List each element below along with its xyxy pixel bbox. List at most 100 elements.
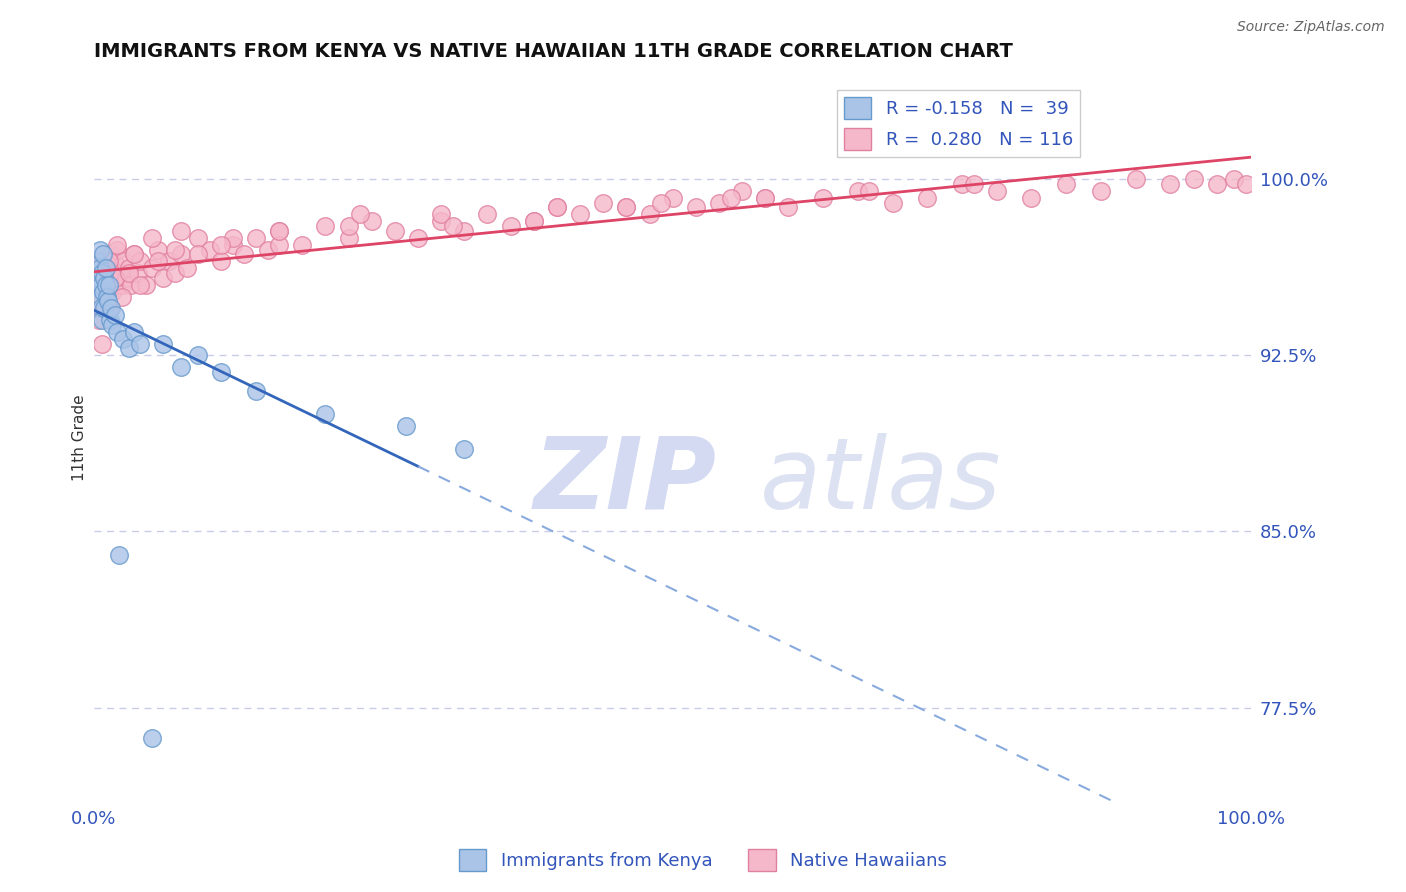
Point: [135, 277, 157, 292]
Point: [91, 336, 114, 351]
Point: [89, 285, 111, 299]
Point: [337, 231, 360, 245]
Point: [129, 336, 152, 351]
Point: [91, 247, 114, 261]
Point: [569, 207, 592, 221]
Point: [97, 294, 120, 309]
Point: [233, 247, 256, 261]
Point: [453, 442, 475, 457]
Point: [96, 270, 118, 285]
Point: [720, 191, 742, 205]
Point: [1125, 172, 1147, 186]
Point: [1159, 177, 1181, 191]
Point: [91, 254, 114, 268]
Point: [163, 266, 186, 280]
Point: [90, 301, 112, 316]
Point: [360, 214, 382, 228]
Point: [1234, 177, 1257, 191]
Point: [90, 301, 112, 316]
Point: [650, 195, 672, 210]
Point: [406, 231, 429, 245]
Point: [91, 313, 114, 327]
Point: [1090, 184, 1112, 198]
Point: [962, 177, 984, 191]
Point: [882, 195, 904, 210]
Point: [90, 294, 112, 309]
Point: [111, 332, 134, 346]
Point: [731, 184, 754, 198]
Point: [124, 247, 146, 261]
Point: [112, 254, 135, 268]
Point: [94, 261, 117, 276]
Point: [811, 191, 834, 205]
Point: [291, 238, 314, 252]
Point: [141, 231, 163, 245]
Point: [499, 219, 522, 233]
Point: [89, 243, 111, 257]
Point: [430, 214, 453, 228]
Point: [120, 277, 142, 292]
Point: [337, 219, 360, 233]
Point: [108, 266, 131, 280]
Point: [917, 191, 939, 205]
Point: [349, 207, 371, 221]
Point: [209, 365, 232, 379]
Point: [104, 270, 127, 285]
Point: [269, 224, 291, 238]
Point: [950, 177, 973, 191]
Point: [778, 200, 800, 214]
Point: [86, 277, 108, 292]
Point: [129, 277, 152, 292]
Point: [111, 277, 134, 292]
Point: [157, 254, 180, 268]
Point: [477, 207, 499, 221]
Point: [430, 207, 453, 221]
Point: [858, 184, 880, 198]
Point: [86, 254, 108, 268]
Point: [170, 247, 193, 261]
Text: atlas: atlas: [759, 433, 1001, 530]
Point: [141, 261, 163, 276]
Point: [124, 247, 146, 261]
Text: Source: ZipAtlas.com: Source: ZipAtlas.com: [1237, 20, 1385, 34]
Point: [314, 407, 336, 421]
Point: [89, 261, 111, 276]
Point: [187, 247, 209, 261]
Point: [129, 254, 152, 268]
Point: [87, 270, 110, 285]
Point: [269, 224, 291, 238]
Point: [98, 277, 121, 292]
Point: [105, 325, 128, 339]
Point: [91, 277, 114, 292]
Point: [754, 191, 776, 205]
Point: [118, 341, 141, 355]
Point: [100, 247, 122, 261]
Text: ZIP: ZIP: [534, 433, 717, 530]
Point: [98, 266, 121, 280]
Point: [87, 289, 110, 303]
Point: [441, 219, 464, 233]
Point: [638, 207, 661, 221]
Point: [222, 231, 245, 245]
Point: [101, 318, 124, 332]
Point: [97, 301, 120, 316]
Point: [170, 224, 193, 238]
Point: [127, 266, 149, 280]
Point: [986, 184, 1008, 198]
Point: [1205, 177, 1227, 191]
Point: [101, 285, 124, 299]
Point: [187, 348, 209, 362]
Point: [94, 277, 117, 292]
Point: [256, 243, 278, 257]
Point: [269, 238, 291, 252]
Text: IMMIGRANTS FROM KENYA VS NATIVE HAWAIIAN 11TH GRADE CORRELATION CHART: IMMIGRANTS FROM KENYA VS NATIVE HAWAIIAN…: [94, 42, 1012, 61]
Point: [592, 195, 614, 210]
Point: [98, 301, 121, 316]
Point: [96, 289, 118, 303]
Point: [84, 266, 107, 280]
Point: [94, 289, 117, 303]
Point: [87, 313, 110, 327]
Point: [1223, 172, 1246, 186]
Point: [98, 313, 121, 327]
Point: [198, 243, 221, 257]
